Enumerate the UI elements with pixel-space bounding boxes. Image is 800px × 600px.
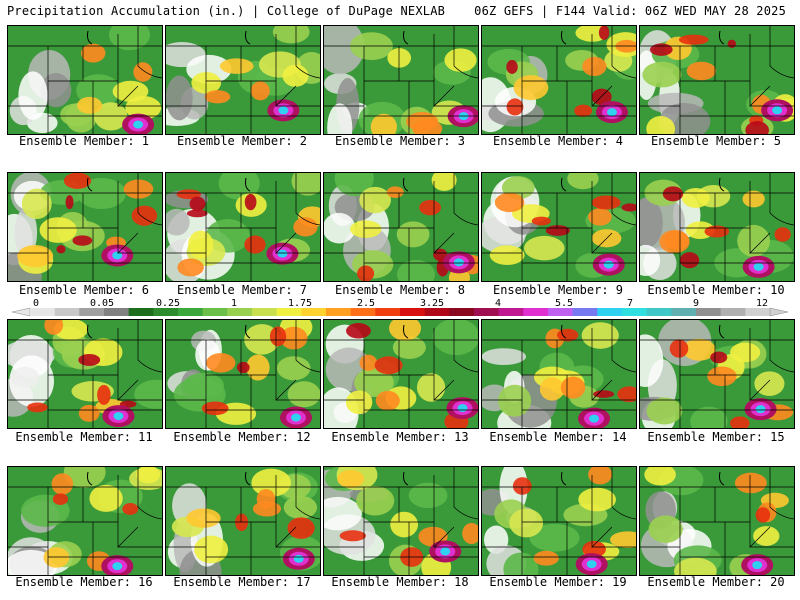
precip-colorbar: [11, 307, 789, 317]
colorbar-swatch: [745, 308, 771, 316]
colorbar-swatch: [252, 308, 277, 316]
ensemble-member-label: Ensemble Member: 12: [173, 430, 311, 444]
ensemble-member-map: [7, 25, 163, 135]
colorbar-tick-label: 0.25: [155, 298, 181, 309]
colorbar-tick-label: 9: [692, 298, 700, 309]
colorbar-swatch: [30, 308, 55, 316]
chart-title: Precipitation Accumulation (in.) | Colle…: [7, 4, 446, 18]
ensemble-member-label: Ensemble Member: 17: [173, 575, 311, 589]
ensemble-member-label: Ensemble Member: 20: [647, 575, 785, 589]
ensemble-member-label: Ensemble Member: 11: [15, 430, 153, 444]
ensemble-member-map: [323, 319, 479, 429]
colorbar-tick-label: 3.25: [419, 298, 445, 309]
colorbar-swatch: [424, 308, 450, 316]
ensemble-member-label: Ensemble Member: 1: [18, 134, 150, 148]
ensemble-member-label: Ensemble Member: 5: [650, 134, 782, 148]
ensemble-member-label: Ensemble Member: 9: [492, 283, 624, 297]
colorbar-swatch: [326, 308, 351, 316]
colorbar-swatch: [375, 308, 401, 316]
ensemble-member-map: [481, 25, 637, 135]
ensemble-member-label: Ensemble Member: 4: [492, 134, 624, 148]
colorbar-swatch: [178, 308, 203, 316]
ensemble-member-label: Ensemble Member: 7: [176, 283, 308, 297]
ensemble-member-map: [7, 466, 163, 576]
colorbar-tick-label: 1: [230, 298, 238, 309]
ensemble-member-map: [639, 319, 795, 429]
colorbar-swatch: [202, 308, 228, 316]
colorbar-swatch: [350, 308, 376, 316]
ensemble-member-label: Ensemble Member: 14: [489, 430, 627, 444]
colorbar-swatch: [646, 308, 672, 316]
ensemble-member-label: Ensemble Member: 3: [334, 134, 466, 148]
colorbar-max-arrow: [769, 307, 789, 317]
ensemble-member-label: Ensemble Member: 16: [15, 575, 153, 589]
colorbar-swatch: [696, 308, 721, 316]
ensemble-member-map: [165, 466, 321, 576]
colorbar-swatch: [622, 308, 647, 316]
colorbar-swatch: [79, 308, 105, 316]
colorbar-swatch: [474, 308, 499, 316]
ensemble-member-label: Ensemble Member: 8: [334, 283, 466, 297]
colorbar-swatch: [104, 308, 129, 316]
ensemble-member-map: [7, 319, 163, 429]
ensemble-member-map: [323, 25, 479, 135]
colorbar-tick-label: 4: [494, 298, 502, 309]
colorbar-swatch: [671, 308, 697, 316]
colorbar-swatch: [276, 308, 302, 316]
colorbar-tick-label: 7: [626, 298, 634, 309]
colorbar-swatch: [449, 308, 475, 316]
colorbar-swatch: [548, 308, 573, 316]
ensemble-member-label: Ensemble Member: 2: [176, 134, 308, 148]
ensemble-member-label: Ensemble Member: 10: [647, 283, 785, 297]
ensemble-member-map: [323, 466, 479, 576]
ensemble-member-map: [481, 319, 637, 429]
model-run-info: 06Z GEFS | F144 Valid: 06Z WED MAY 28 20…: [474, 4, 786, 18]
ensemble-member-label: Ensemble Member: 19: [489, 575, 627, 589]
colorbar-tick-label: 1.75: [287, 298, 313, 309]
colorbar-swatch: [597, 308, 623, 316]
ensemble-member-map: [639, 172, 795, 282]
ensemble-member-label: Ensemble Member: 18: [331, 575, 469, 589]
colorbar-swatch: [498, 308, 524, 316]
ensemble-member-map: [165, 319, 321, 429]
colorbar-swatch: [400, 308, 425, 316]
colorbar-swatch: [523, 308, 549, 316]
ensemble-member-map: [7, 172, 163, 282]
ensemble-member-map: [639, 466, 795, 576]
ensemble-member-map: [323, 172, 479, 282]
colorbar-tick-label: 5.5: [554, 298, 574, 309]
colorbar-tick-label: 12: [755, 298, 769, 309]
ensemble-member-map: [481, 172, 637, 282]
ensemble-member-label: Ensemble Member: 13: [331, 430, 469, 444]
colorbar-swatch: [227, 308, 253, 316]
ensemble-member-map: [165, 25, 321, 135]
colorbar-swatch: [128, 308, 154, 316]
colorbar-swatch: [572, 308, 598, 316]
ensemble-member-map: [481, 466, 637, 576]
colorbar-min-arrow: [11, 307, 31, 317]
colorbar-swatch: [54, 308, 80, 316]
ensemble-member-map: [639, 25, 795, 135]
colorbar-tick-label: 2.5: [356, 298, 376, 309]
ensemble-member-label: Ensemble Member: 6: [18, 283, 150, 297]
colorbar-tick-label: 0.05: [89, 298, 115, 309]
colorbar-swatch: [720, 308, 746, 316]
ensemble-member-label: Ensemble Member: 15: [647, 430, 785, 444]
colorbar-swatch: [301, 308, 327, 316]
ensemble-member-map: [165, 172, 321, 282]
colorbar-swatch: [153, 308, 179, 316]
colorbar-tick-label: 0: [32, 298, 40, 309]
